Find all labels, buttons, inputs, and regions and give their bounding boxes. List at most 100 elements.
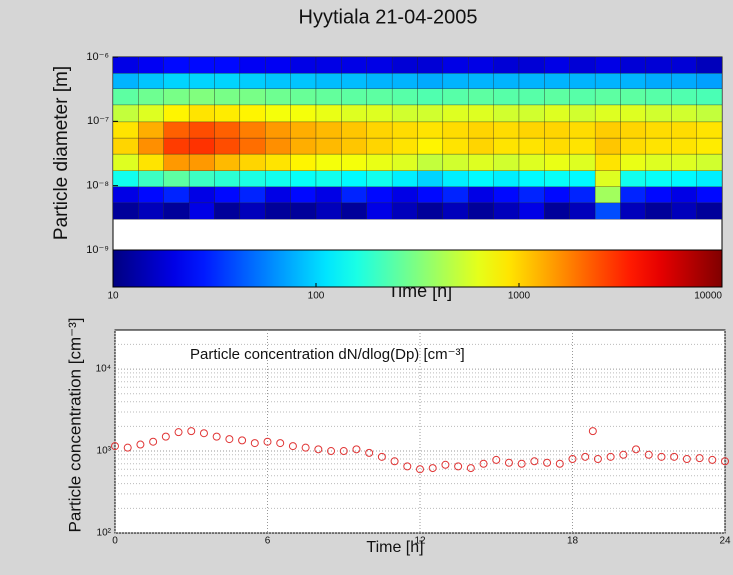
heatmap-cell (671, 56, 697, 74)
heatmap-cell (391, 56, 418, 74)
data-point (199, 429, 208, 438)
heatmap-cell (265, 137, 291, 155)
heatmap-cell (188, 186, 215, 204)
heatmap-cell (138, 137, 164, 155)
heatmap-cell (265, 73, 291, 89)
heatmap-cell (671, 137, 697, 155)
heatmap-cell (315, 186, 342, 204)
heatmap-cell (315, 73, 342, 89)
heatmap-cell (214, 137, 241, 155)
data-point (504, 458, 513, 467)
y-tick-label: 10⁻⁷ (87, 115, 109, 127)
heatmap-cell (594, 153, 621, 171)
heatmap-cell (239, 153, 266, 171)
heatmap-cell (442, 121, 469, 139)
heatmap-cell (518, 121, 545, 139)
data-point (390, 457, 399, 466)
heatmap-cell (188, 137, 215, 155)
heatmap-cell (188, 104, 215, 123)
heatmap-cell (112, 73, 139, 89)
heatmap-cell (518, 88, 545, 106)
heatmap-cell (493, 73, 520, 89)
heatmap-cell (493, 137, 520, 155)
heatmap-cell (391, 202, 418, 220)
data-point (588, 427, 597, 436)
heatmap-cell (112, 56, 139, 74)
data-point (187, 427, 196, 436)
heatmap-cell (594, 137, 621, 155)
heatmap-cell (112, 88, 139, 106)
heatmap-cell (341, 170, 367, 187)
data-point (657, 452, 666, 461)
heatmap-cell (290, 153, 317, 171)
data-point (301, 443, 310, 452)
heatmap-cell (518, 137, 545, 155)
heatmap-cell (620, 137, 647, 155)
heatmap-cell (341, 121, 367, 139)
heatmap-cell (442, 88, 469, 106)
heatmap-cell (544, 137, 570, 155)
heatmap-cell (214, 186, 241, 204)
heatmap-cell (417, 88, 444, 106)
heatmap-cell (290, 137, 317, 155)
data-point (428, 464, 437, 473)
heatmap-cell (493, 186, 520, 204)
heatmap-cell (239, 73, 266, 89)
heatmap-cell (468, 73, 494, 89)
y-tick-label: 10⁴ (96, 364, 111, 375)
data-point (695, 454, 704, 463)
heatmap-cell (468, 170, 494, 187)
heatmap-cell (214, 104, 241, 123)
y-tick-label: 10³ (97, 446, 112, 457)
x-tick-label: 6 (265, 536, 271, 547)
heatmap-cell (696, 121, 723, 139)
y-tick-label: 10⁻⁶ (86, 51, 109, 63)
heatmap-cell (391, 73, 418, 89)
y-tick-label: 10⁻⁹ (86, 244, 109, 256)
heatmap-cell (138, 56, 164, 74)
data-point (530, 457, 539, 466)
heatmap-cell (391, 137, 418, 155)
heatmap-cell (214, 56, 241, 74)
data-point (288, 442, 297, 451)
heatmap-cell (493, 104, 520, 123)
heatmap-cell (239, 170, 266, 187)
heatmap-cell (138, 153, 164, 171)
heatmap-cell (468, 88, 494, 106)
data-point (682, 454, 691, 463)
heatmap-cell (544, 121, 570, 139)
heatmap-cell (138, 186, 164, 204)
heatmap-cell (163, 153, 190, 171)
heatmap-cell (671, 153, 697, 171)
heatmap-cell (468, 121, 494, 139)
heatmap-cell (239, 202, 266, 220)
heatmap-cell (188, 170, 215, 187)
chart-title: Hyytiala 21-04-2005 (299, 6, 478, 28)
y-tick-label: 10⁻⁸ (86, 180, 109, 192)
heatmap-cell (315, 121, 342, 139)
heatmap-cell (518, 202, 545, 220)
heatmap-cell (569, 56, 596, 74)
heatmap-cell (391, 104, 418, 123)
data-point (339, 447, 348, 456)
heatmap-cell (112, 202, 139, 220)
data-point (619, 450, 628, 459)
heatmap-cell (138, 73, 164, 89)
data-point (454, 462, 463, 471)
heatmap-cell (544, 186, 570, 204)
heatmap-cell (366, 56, 393, 74)
y-tick-label: 10² (97, 528, 112, 539)
heatmap-cell (290, 104, 317, 123)
heatmap-cell (341, 186, 367, 204)
heatmap-cell (493, 153, 520, 171)
heatmap-cell (138, 170, 164, 187)
heatmap-cell (594, 73, 621, 89)
heatmap-cell (214, 88, 241, 106)
heatmap-cell (671, 202, 697, 220)
data-point (161, 432, 170, 441)
heatmap-cell (366, 121, 393, 139)
heatmap-cell (594, 170, 621, 187)
heatmap-cell (620, 186, 647, 204)
heatmap-cell (163, 104, 190, 123)
data-point (721, 457, 729, 466)
